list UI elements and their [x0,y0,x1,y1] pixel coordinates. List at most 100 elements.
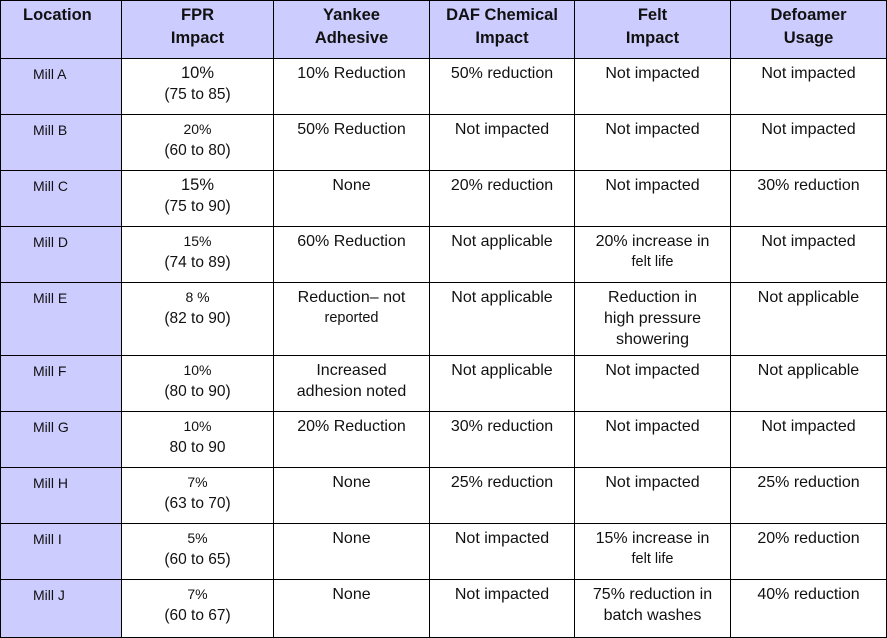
fpr-impact-cell: 7% (63 to 70) [121,467,274,524]
felt-impact-cell: Not impacted [574,114,731,171]
felt-impact-text: Not impacted [605,121,700,138]
felt-impact-cell: Not impacted [574,355,731,412]
defoamer-usage-text: Not impacted [761,418,856,435]
daf-chemical-cell: Not applicable [429,226,575,283]
yankee-adhesive-cell: None [273,170,430,227]
fpr-impact-cell: 7% (60 to 67) [121,579,274,638]
daf-chemical-text: Not impacted [454,586,550,603]
table-row: Mill D 15% (74 to 89) 60% Reduction Not appl… [0,226,887,283]
fpr-impact-cell: 20% (60 to 80) [121,114,274,171]
felt-impact-text: felt life [631,254,674,270]
location-cell: Mill F [0,355,122,412]
location-label: Mill F [33,363,67,379]
location-cell: Mill B [0,114,122,171]
defoamer-usage-cell: Not applicable [730,282,887,356]
yankee-adhesive-text: Reduction– not [297,289,406,306]
fpr-impact-cell: 10% 80 to 90 [121,411,274,468]
header-location: Location [0,0,122,59]
daf-chemical-cell: 50% reduction [429,58,575,115]
header-defoamer-usage: Defoamer Usage [730,0,887,59]
daf-chemical-text: 20% reduction [450,177,554,194]
felt-impact-cell: 20% increase in felt life [574,226,731,283]
header-daf-line1: DAF Chemical [446,6,558,24]
fpr-range: (75 to 90) [164,198,231,215]
defoamer-usage-text: Not impacted [761,121,856,138]
fpr-percent: 7% [187,586,208,602]
felt-impact-text: showering [616,331,689,348]
table-header: Location FPR Impact Yankee Adhesive DAF … [0,0,887,59]
header-row: Location FPR Impact Yankee Adhesive DAF … [0,0,887,59]
location-label: Mill E [33,290,68,306]
daf-chemical-text: Not applicable [451,362,553,379]
location-label: Mill D [33,234,68,250]
felt-impact-text: Not impacted [605,474,700,491]
defoamer-usage-cell: 20% reduction [730,523,887,580]
fpr-percent: 15% [183,233,212,249]
fpr-impact-cell: 15% (75 to 90) [121,170,274,227]
felt-impact-text: 15% increase in [595,530,710,547]
defoamer-usage-cell: Not applicable [730,355,887,412]
header-yankee-line1: Yankee [323,6,380,24]
defoamer-usage-cell: 30% reduction [730,170,887,227]
location-cell: Mill C [0,170,122,227]
yankee-adhesive-cell: Reduction– not reported [273,282,430,356]
fpr-percent: 10% [183,418,212,434]
fpr-range: (80 to 90) [164,383,231,400]
location-cell: Mill I [0,523,122,580]
yankee-adhesive-text: None [332,530,371,547]
yankee-adhesive-cell: None [273,579,430,638]
table-row: Mill H 7% (63 to 70) None 25% reduction Not i… [0,467,887,524]
header-daf-chemical-impact: DAF Chemical Impact [429,0,575,59]
fpr-impact-cell: 8 % (82 to 90) [121,282,274,356]
daf-chemical-text: 30% reduction [450,418,554,435]
location-label: Mill B [33,122,68,138]
fpr-percent: 7% [187,474,208,490]
yankee-adhesive-text: None [332,177,371,194]
fpr-range: (60 to 80) [164,142,231,159]
fpr-percent: 10% [183,362,212,378]
defoamer-usage-text: Not applicable [757,289,860,306]
yankee-adhesive-text: 20% Reduction [297,418,406,435]
header-felt-line1: Felt [637,6,668,24]
defoamer-usage-text: Not impacted [761,65,856,82]
felt-impact-cell: Not impacted [574,58,731,115]
yankee-adhesive-text: reported [324,310,379,326]
header-yankee-adhesive: Yankee Adhesive [273,0,430,59]
felt-impact-text: Not impacted [605,362,700,379]
defoamer-usage-text: 40% reduction [757,586,860,603]
table-row: Mill G 10% 80 to 90 20% Reduction 30% reduct… [0,411,887,468]
yankee-adhesive-cell: 10% Reduction [273,58,430,115]
location-label: Mill H [33,475,68,491]
defoamer-usage-text: Not applicable [757,362,860,379]
defoamer-usage-cell: 40% reduction [730,579,887,638]
daf-chemical-text: Not impacted [454,121,550,138]
table-row: Mill I 5% (60 to 65) None Not impacted 15% in… [0,523,887,580]
fpr-range: (75 to 85) [164,86,231,103]
daf-chemical-cell: Not applicable [429,282,575,356]
daf-chemical-cell: 25% reduction [429,467,575,524]
fpr-range: (82 to 90) [164,310,231,327]
header-felt-line2: Impact [625,29,680,47]
header-defoamer-line2: Usage [783,29,834,47]
defoamer-usage-text: 25% reduction [757,474,860,491]
yankee-adhesive-cell: None [273,467,430,524]
daf-chemical-cell: Not impacted [429,114,575,171]
felt-impact-cell: 15% increase in felt life [574,523,731,580]
defoamer-usage-cell: Not impacted [730,226,887,283]
yankee-adhesive-cell: 20% Reduction [273,411,430,468]
yankee-adhesive-cell: Increased adhesion noted [273,355,430,412]
fpr-percent: 8 % [185,289,210,305]
felt-impact-text: Not impacted [605,65,700,82]
table-row: Mill F 10% (80 to 90) Increased adhesion not… [0,355,887,412]
location-label: Mill C [33,178,68,194]
yankee-adhesive-cell: 50% Reduction [273,114,430,171]
location-cell: Mill J [0,579,122,638]
defoamer-usage-text: 30% reduction [757,177,860,194]
yankee-adhesive-cell: None [273,523,430,580]
defoamer-usage-cell: Not impacted [730,114,887,171]
table-row: Mill A 10% (75 to 85) 10% Reduction 50% redu… [0,58,887,115]
header-daf-line2: Impact [475,29,529,47]
felt-impact-text: Reduction in [608,289,697,306]
daf-chemical-text: Not applicable [451,289,553,306]
